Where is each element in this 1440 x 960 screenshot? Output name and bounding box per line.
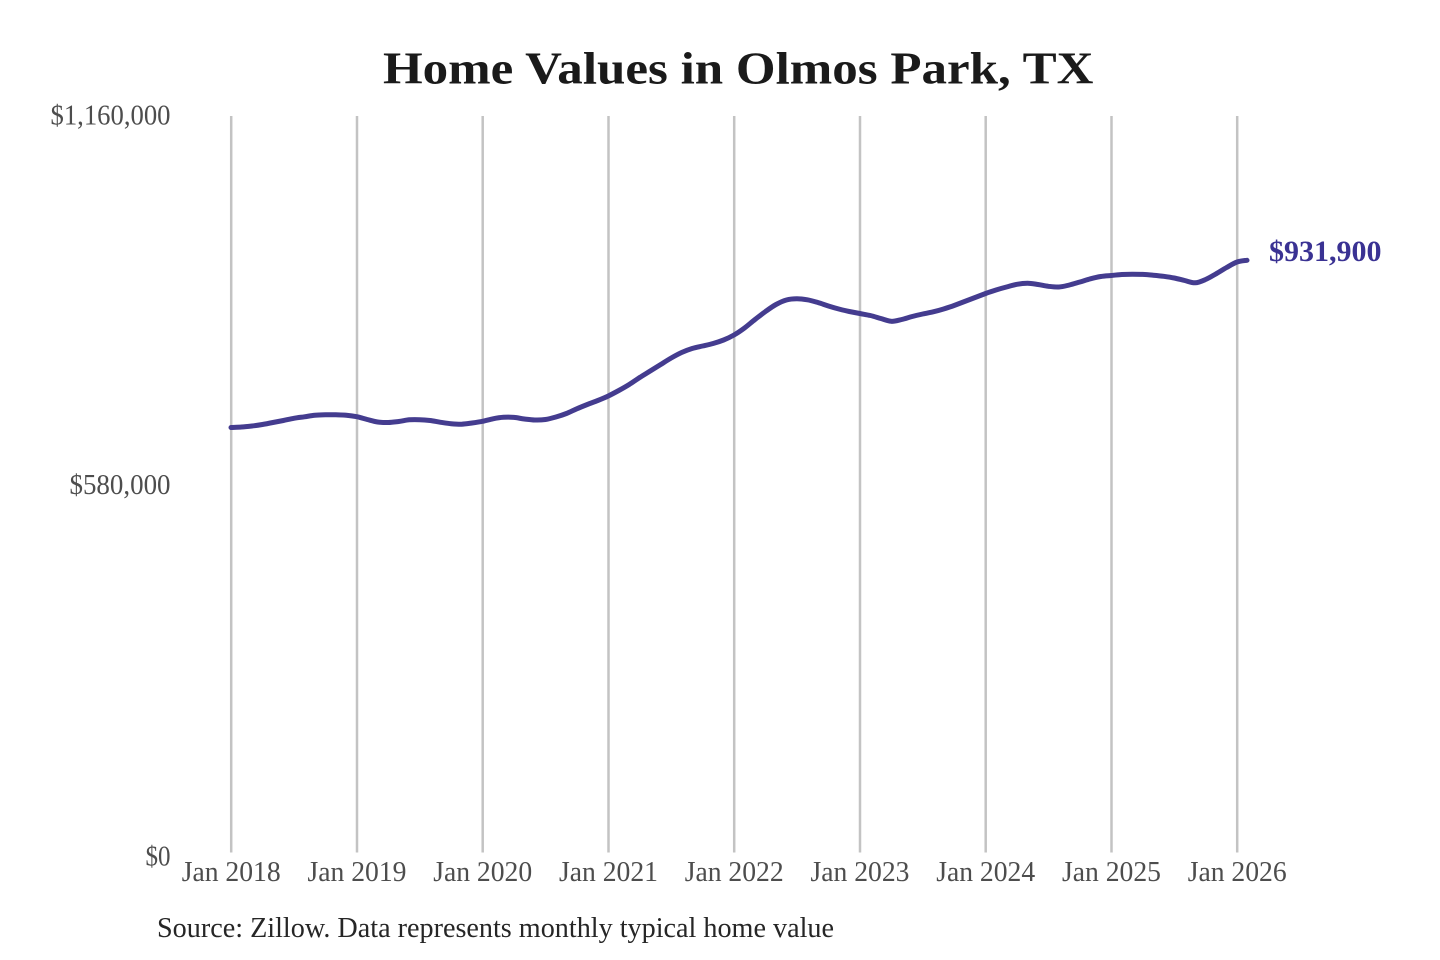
svg-text:Jan 2022: Jan 2022	[685, 857, 784, 888]
svg-text:Jan 2026: Jan 2026	[1188, 857, 1287, 888]
svg-text:Jan 2024: Jan 2024	[936, 857, 1035, 888]
svg-text:$580,000: $580,000	[70, 470, 171, 501]
svg-text:Jan 2020: Jan 2020	[433, 857, 532, 888]
svg-text:Jan 2025: Jan 2025	[1062, 857, 1161, 888]
svg-text:Home Values in Olmos Park, TX: Home Values in Olmos Park, TX	[383, 44, 1094, 94]
svg-text:Jan 2019: Jan 2019	[308, 857, 407, 888]
svg-text:Jan 2023: Jan 2023	[811, 857, 910, 888]
svg-text:$0: $0	[146, 842, 171, 873]
svg-text:Jan 2018: Jan 2018	[182, 857, 281, 888]
svg-text:Source: Zillow. Data represent: Source: Zillow. Data represents monthly …	[157, 912, 834, 944]
svg-text:$931,900: $931,900	[1269, 235, 1382, 268]
svg-text:$1,160,000: $1,160,000	[51, 100, 171, 131]
svg-text:Jan 2021: Jan 2021	[559, 857, 658, 888]
